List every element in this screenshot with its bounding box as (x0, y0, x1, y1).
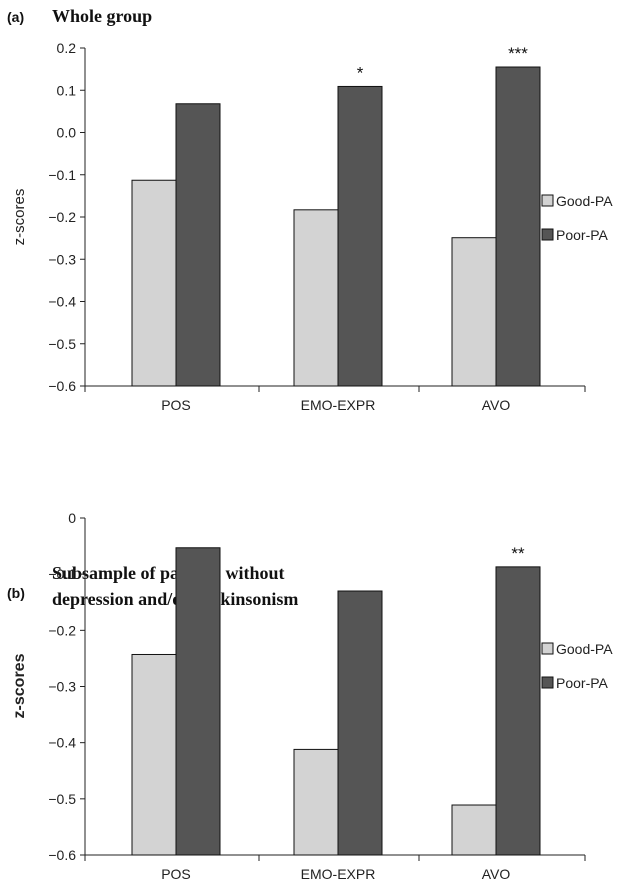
panel-b-significance-marker: ** (511, 544, 525, 563)
panel-a-y-axis-label: z-scores (11, 189, 28, 246)
panel-b-y-tick-label: 0 (68, 510, 76, 526)
panel-a-y-tick-label: −0.3 (48, 251, 76, 267)
panel-a-bar-good-pa (293, 209, 339, 387)
panel-a-significance-marker: *** (508, 44, 528, 63)
panel-b-bar-good-pa (451, 804, 497, 856)
panel-b-x-tick-label: POS (161, 866, 191, 882)
panel-a-legend-swatch (541, 194, 554, 207)
panel-b-title-line: Subsample of patients without (52, 563, 285, 583)
panel-b-y-tick-label: −0.2 (48, 622, 76, 638)
panel-a-legend-label: Good-PA (556, 193, 613, 209)
panel-a-y-tick-label: 0.1 (57, 82, 77, 98)
panel-a-legend-swatch (541, 228, 554, 241)
panel-b-bar-poor-pa (337, 590, 383, 856)
panel-a-y-tick-label: −0.4 (48, 294, 76, 310)
panel-b-bar-good-pa (293, 748, 339, 856)
panel-b-title-line: depression and/or parkinsonism (52, 589, 298, 609)
panel-b-y-tick-label: −0.1 (48, 566, 76, 582)
panel-a-x-tick-label: EMO-EXPR (301, 397, 376, 413)
panel-a-y-tick-label: −0.1 (48, 167, 76, 183)
panel-b-y-tick-label: −0.3 (48, 679, 76, 695)
panel-b-bar-poor-pa (495, 566, 541, 856)
panel-b-x-tick-label: EMO-EXPR (301, 866, 376, 882)
panel-a-title-line: Whole group (52, 6, 152, 26)
panel-b-y-tick-label: −0.4 (48, 735, 76, 751)
panel-a-bar-good-pa (131, 179, 177, 387)
panel-a-bar-poor-pa (337, 85, 383, 387)
panel-b-y-tick-label: −0.5 (48, 791, 76, 807)
panel-b-bar-poor-pa (175, 547, 221, 856)
panel-a-x-tick-label: POS (161, 397, 191, 413)
panel-b-y-tick-label: −0.6 (48, 847, 76, 863)
panel-a-y-tick-label: −0.6 (48, 378, 76, 394)
panel-a-y-tick-label: 0.2 (57, 40, 77, 56)
panel-b-legend-label: Poor-PA (556, 675, 609, 691)
panel-b-legend-swatch (541, 676, 554, 689)
panel-a-bar-poor-pa (495, 66, 541, 387)
panel-b-y-axis-label: z-scores (11, 653, 28, 718)
panel-b-x-tick-label: AVO (482, 866, 511, 882)
panel-a-panel-label: (a) (7, 9, 24, 25)
panel-b-legend-swatch (541, 642, 554, 655)
panel-a-legend-label: Poor-PA (556, 227, 609, 243)
panel-a-y-tick-label: −0.5 (48, 336, 76, 352)
panel-a-y-tick-label: 0.0 (57, 125, 77, 141)
panel-a-bar-good-pa (451, 237, 497, 387)
panel-b-bar-good-pa (131, 653, 177, 856)
panel-a-bar-poor-pa (175, 103, 221, 387)
panel-a-x-tick-label: AVO (482, 397, 511, 413)
panel-b-legend-label: Good-PA (556, 641, 613, 657)
panel-a-y-tick-label: −0.2 (48, 209, 76, 225)
panel-b-panel-label: (b) (7, 585, 25, 601)
panel-a-significance-marker: * (357, 63, 364, 82)
